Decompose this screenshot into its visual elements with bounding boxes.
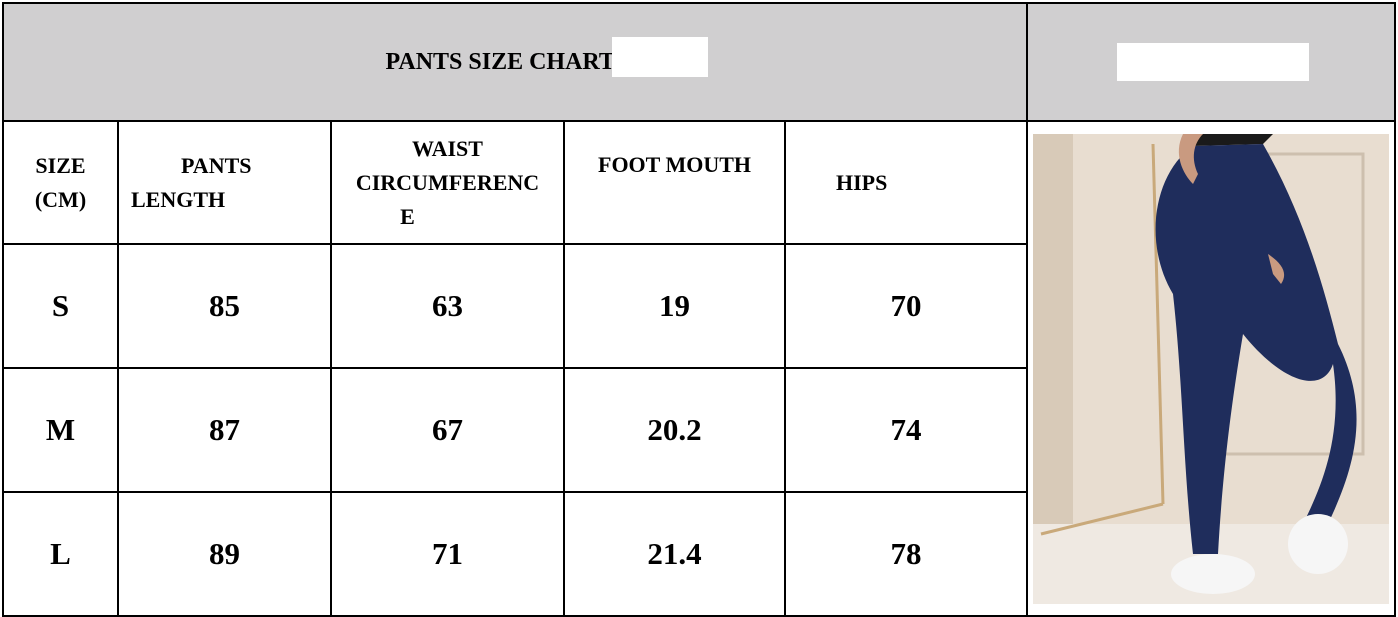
- cell-foot: 19: [563, 243, 786, 369]
- header-text: SIZE: [35, 152, 86, 178]
- cell-waist: 63: [330, 243, 565, 369]
- cell-hips: 70: [784, 243, 1028, 369]
- header-text: HIPS: [836, 169, 888, 195]
- image-header-cell: [1026, 2, 1396, 122]
- chart-title: PANTS SIZE CHART (: [385, 48, 629, 75]
- header-text: E: [400, 203, 415, 229]
- title-cell: PANTS SIZE CHART (: [2, 2, 1028, 122]
- cell-hips: 78: [784, 491, 1028, 617]
- header-hips: HIPS: [784, 120, 1028, 245]
- header-foot-mouth: FOOT MOUTH: [563, 120, 786, 245]
- header-text: CIRCUMFERENC: [355, 169, 540, 195]
- cell-foot: 21.4: [563, 491, 786, 617]
- header-pants-length: PANTS LENGTH: [117, 120, 332, 245]
- photo-cell: [1026, 120, 1396, 617]
- cell-waist: 67: [330, 367, 565, 493]
- leggings-shape: [1155, 143, 1357, 554]
- cell-size: S: [2, 243, 119, 369]
- cell-length: 89: [117, 491, 332, 617]
- header-text: (CM): [34, 186, 87, 212]
- redacted-box: [612, 37, 708, 77]
- header-text: PANTS: [181, 152, 252, 178]
- header-text: FOOT MOUTH: [598, 152, 751, 177]
- cell-waist: 71: [330, 491, 565, 617]
- redacted-box: [1117, 43, 1309, 81]
- header-waist: WAIST CIRCUMFERENC E: [330, 120, 565, 245]
- cell-length: 85: [117, 243, 332, 369]
- cell-size: L: [2, 491, 119, 617]
- cell-size: M: [2, 367, 119, 493]
- cell-foot: 20.2: [563, 367, 786, 493]
- header-text: LENGTH: [131, 186, 226, 212]
- leggings-photo: [1033, 133, 1389, 604]
- header-size: SIZE (CM): [2, 120, 119, 245]
- header-text: WAIST: [412, 135, 483, 161]
- cell-length: 87: [117, 367, 332, 493]
- cell-hips: 74: [784, 367, 1028, 493]
